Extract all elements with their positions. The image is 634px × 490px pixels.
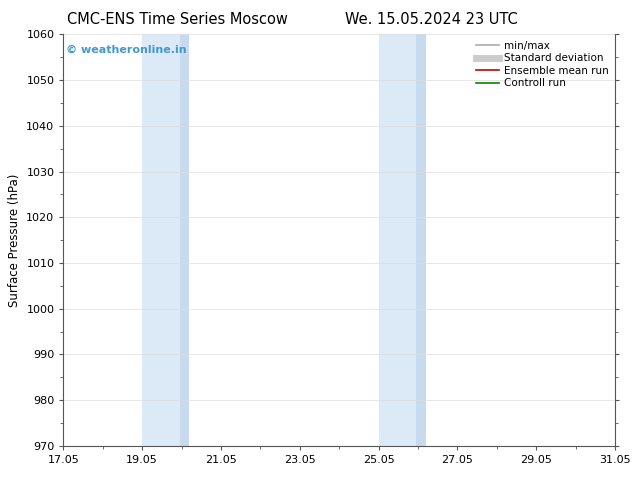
Text: We. 15.05.2024 23 UTC: We. 15.05.2024 23 UTC [345,12,517,27]
Text: © weatheronline.in: © weatheronline.in [66,45,187,54]
Bar [416,34,426,446]
Bar [179,34,190,446]
Bar [378,34,416,446]
Legend: min/max, Standard deviation, Ensemble mean run, Controll run: min/max, Standard deviation, Ensemble me… [472,36,613,93]
Bar [142,34,179,446]
Text: CMC-ENS Time Series Moscow: CMC-ENS Time Series Moscow [67,12,288,27]
Y-axis label: Surface Pressure (hPa): Surface Pressure (hPa) [8,173,21,307]
